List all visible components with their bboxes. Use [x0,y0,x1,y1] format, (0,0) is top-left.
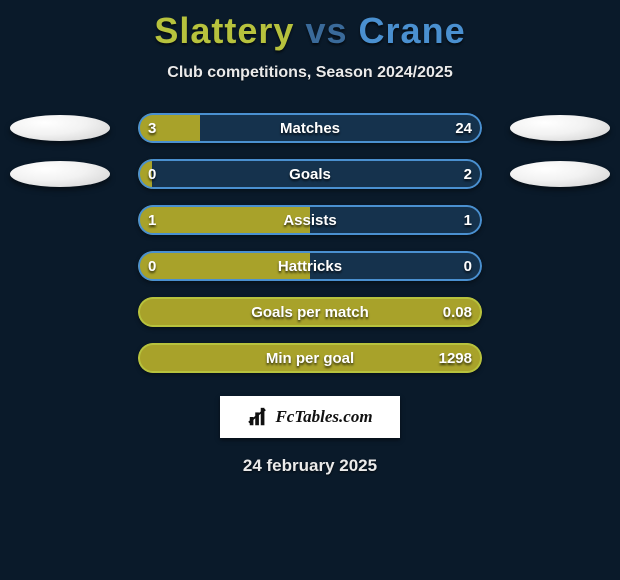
player2-oval [510,115,610,141]
player1-oval [10,161,110,187]
stat-bar: 324Matches [138,113,482,143]
comparison-title: Slattery vs Crane [0,10,620,52]
vs-text: vs [305,10,347,51]
stat-bar: 00Hattricks [138,251,482,281]
stat-row: 0.08Goals per match [0,296,620,342]
player1-name: Slattery [154,10,294,51]
player2-name: Crane [359,10,466,51]
stat-bar: 02Goals [138,159,482,189]
bar-fill-left [138,297,482,327]
stat-row: 1298Min per goal [0,342,620,388]
bar-fill-left [138,251,310,281]
brand-chart-icon [247,406,269,428]
stat-row: 00Hattricks [0,250,620,296]
stat-bar: 0.08Goals per match [138,297,482,327]
player1-oval [10,115,110,141]
bar-fill-left [138,159,152,189]
bar-background [138,159,482,189]
subtitle: Club competitions, Season 2024/2025 [0,64,620,82]
stat-row: 02Goals [0,158,620,204]
stats-container: 324Matches 02Goals 11Assists 00Hattricks 0.0… [0,112,620,388]
bar-fill-left [138,113,200,143]
date-text: 24 february 2025 [0,456,620,476]
bar-fill-left [138,205,310,235]
brand-text: FcTables.com [275,407,372,427]
brand-badge: FcTables.com [220,396,400,438]
stat-bar: 11Assists [138,205,482,235]
player2-oval [510,161,610,187]
stat-row: 324Matches [0,112,620,158]
stat-bar: 1298Min per goal [138,343,482,373]
stat-row: 11Assists [0,204,620,250]
bar-fill-left [138,343,482,373]
